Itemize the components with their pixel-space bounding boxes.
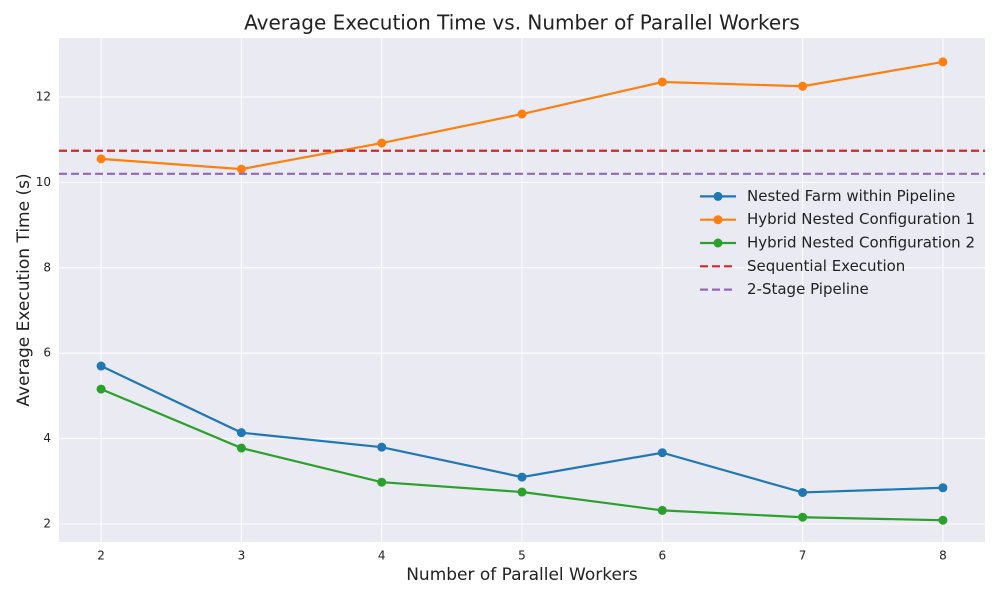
x-tick-label: 8: [939, 549, 947, 563]
marker: [938, 515, 948, 525]
y-axis-label: Average Execution Time (s): [14, 173, 34, 406]
x-tick-label: 7: [799, 549, 807, 563]
x-tick-label: 6: [658, 549, 666, 563]
x-tick-label: 5: [518, 549, 526, 563]
y-tick-label: 12: [36, 89, 51, 103]
marker: [517, 472, 527, 482]
legend-label: 2-Stage Pipeline: [747, 280, 869, 298]
grid: 2 4 6 8 10 12 2 3 4 5 6 7 8: [36, 38, 985, 563]
y-tick-label: 2: [43, 517, 51, 531]
marker: [657, 448, 667, 458]
x-axis-label: Number of Parallel Workers: [406, 565, 638, 585]
legend: Nested Farm within Pipeline Hybrid Nested…: [700, 187, 975, 298]
x-tick-label: 2: [97, 549, 105, 563]
marker: [236, 164, 246, 174]
marker: [377, 442, 387, 452]
y-tick-label: 6: [43, 346, 51, 360]
y-tick-label: 10: [36, 175, 51, 189]
marker: [798, 512, 808, 522]
marker: [377, 138, 387, 148]
marker: [657, 77, 667, 87]
marker: [798, 487, 808, 497]
legend-label: Nested Farm within Pipeline: [747, 187, 955, 205]
y-tick-label: 4: [43, 431, 51, 445]
legend-marker: [713, 238, 723, 248]
y-tick-label: 8: [43, 260, 51, 274]
marker: [236, 428, 246, 438]
marker: [517, 109, 527, 119]
legend-marker: [713, 191, 723, 201]
marker: [96, 384, 106, 394]
legend-label: Sequential Execution: [747, 257, 905, 275]
chart-title: Average Execution Time vs. Number of Par…: [244, 11, 800, 35]
legend-marker: [713, 215, 723, 225]
marker: [938, 483, 948, 493]
marker: [96, 154, 106, 164]
marker: [377, 477, 387, 487]
marker: [517, 487, 527, 497]
marker: [938, 57, 948, 67]
marker: [798, 81, 808, 91]
marker: [657, 505, 667, 515]
marks: [59, 57, 985, 525]
marker: [96, 361, 106, 371]
x-tick-label: 3: [238, 549, 246, 563]
legend-label: Hybrid Nested Configuration 1: [747, 210, 975, 228]
legend-label: Hybrid Nested Configuration 2: [747, 234, 975, 252]
marker: [236, 443, 246, 453]
x-tick-label: 4: [378, 549, 386, 563]
